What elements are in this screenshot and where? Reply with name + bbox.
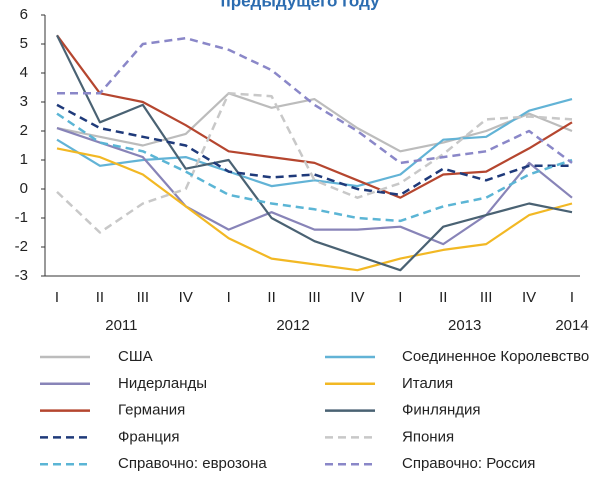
series-line (56, 92, 573, 234)
legend-label: Нидерланды (118, 375, 207, 392)
y-tick-label: 5 (20, 35, 28, 52)
series-line (56, 147, 573, 272)
legend-label: Справочно: Россия (402, 455, 535, 472)
x-tick-label: IV (179, 289, 193, 306)
y-tick-label: 0 (20, 180, 28, 197)
year-label: 2012 (276, 317, 309, 334)
legend-label: Франция (118, 428, 179, 445)
y-tick-label: -3 (15, 267, 28, 284)
series-line (56, 127, 573, 246)
x-tick-label: II (96, 289, 104, 306)
series-line (56, 34, 573, 199)
x-tick-label: I (398, 289, 402, 306)
series-line (56, 112, 573, 223)
series-line (57, 36, 573, 165)
legend-label: Соединенное Королевство (402, 348, 589, 365)
legend-label: Финляндия (402, 402, 480, 419)
year-label: 2014 (555, 317, 588, 334)
year-label: 2011 (105, 317, 137, 334)
chart-title: предыдущего году (220, 0, 380, 10)
x-tick-label: II (267, 289, 275, 306)
series-line (56, 92, 573, 153)
y-tick-label: 4 (20, 64, 28, 81)
legend-label: Германия (118, 402, 185, 419)
series-line (56, 103, 572, 197)
x-tick-label: III (137, 289, 150, 306)
y-tick-label: 2 (20, 122, 28, 139)
legend-label: Япония (402, 428, 454, 445)
series-line (56, 34, 573, 272)
y-tick-label: -1 (15, 209, 28, 226)
legend-label: Справочно: еврозона (118, 455, 267, 472)
y-tick-label: -2 (15, 238, 28, 255)
y-tick-label: 3 (20, 93, 28, 110)
x-tick-label: IV (522, 289, 536, 306)
legend-label: США (118, 348, 153, 365)
x-tick-label: I (570, 289, 574, 306)
x-tick-label: II (439, 289, 447, 306)
x-tick-label: I (227, 289, 231, 306)
x-tick-label: IV (350, 289, 364, 306)
x-tick-label: III (308, 289, 321, 306)
y-tick-label: 1 (20, 151, 28, 168)
y-tick-label: 6 (20, 6, 28, 23)
series-line (56, 98, 573, 188)
x-tick-label: I (55, 289, 59, 306)
x-tick-label: III (480, 289, 493, 306)
year-label: 2013 (448, 317, 481, 334)
legend-label: Италия (402, 375, 453, 392)
